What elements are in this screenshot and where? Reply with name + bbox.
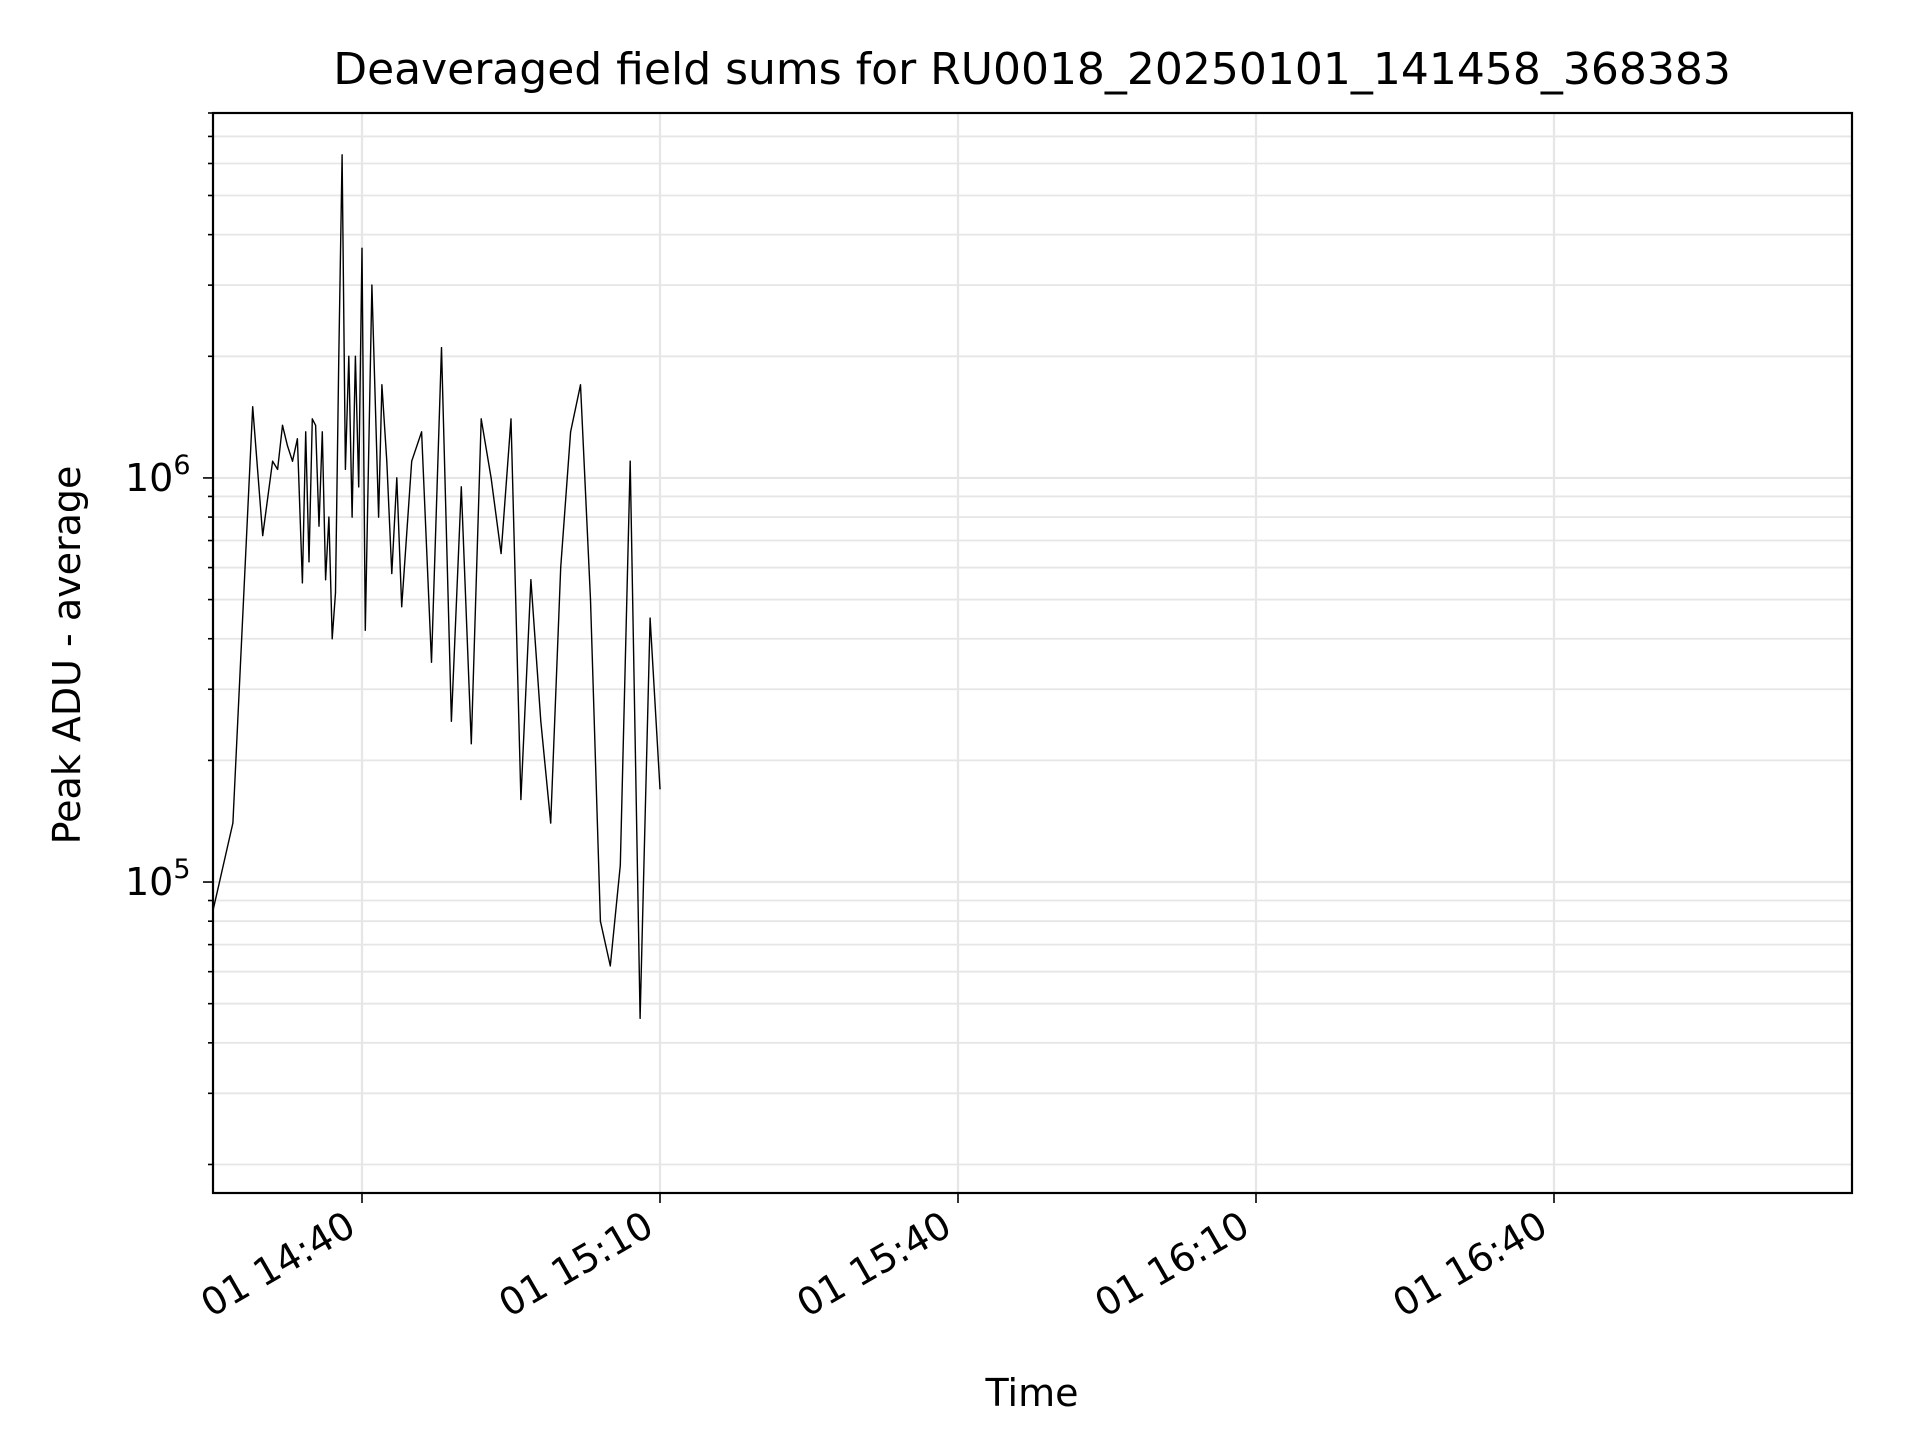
y-tick-label: 106 xyxy=(125,450,191,500)
series-point xyxy=(450,720,452,722)
series-point xyxy=(480,418,482,420)
series-point xyxy=(639,1017,641,1019)
series-point xyxy=(510,418,512,420)
series-point xyxy=(570,431,572,433)
series-point xyxy=(252,406,254,408)
series-point xyxy=(540,720,542,722)
series-point xyxy=(490,477,492,479)
series-point xyxy=(421,431,423,433)
series-point xyxy=(328,516,330,518)
series-point xyxy=(334,592,337,594)
series-point xyxy=(325,579,327,581)
series-point xyxy=(579,384,582,386)
series-point xyxy=(411,460,413,462)
series-point xyxy=(277,468,279,470)
series-point xyxy=(344,468,346,470)
series-point xyxy=(460,486,462,488)
series-point xyxy=(649,617,651,619)
series-layer xyxy=(212,154,661,1019)
series-point xyxy=(296,438,298,440)
series-point xyxy=(550,822,552,824)
series-point xyxy=(371,284,373,286)
series-point xyxy=(629,460,631,462)
series-point xyxy=(599,920,602,922)
series-point xyxy=(308,561,310,563)
series-point xyxy=(272,460,274,462)
series-point xyxy=(500,552,502,555)
series-point xyxy=(396,477,398,479)
series-point xyxy=(321,431,323,433)
chart-title: Deaveraged field sums for RU0018_2025010… xyxy=(333,44,1731,95)
series-point xyxy=(364,629,366,631)
series-point xyxy=(530,579,532,581)
series-point xyxy=(354,355,356,357)
series-point xyxy=(358,486,360,488)
series-point xyxy=(338,355,340,357)
series-point xyxy=(291,460,294,462)
series-point xyxy=(348,355,350,357)
y-tick-label: 105 xyxy=(125,854,191,904)
series-point xyxy=(619,864,621,866)
series-point xyxy=(341,154,343,156)
plot-frame xyxy=(211,111,1854,1195)
x-axis-label: Time xyxy=(985,1371,1079,1415)
series-point xyxy=(659,788,661,790)
series-point xyxy=(386,460,388,462)
series-point xyxy=(401,606,403,608)
series-point xyxy=(262,535,264,537)
series-point xyxy=(520,798,522,801)
series-point xyxy=(560,567,562,569)
series-point xyxy=(391,572,393,575)
series-point xyxy=(430,661,433,663)
series-point xyxy=(381,384,383,386)
series-point xyxy=(286,445,289,447)
series-point xyxy=(378,516,380,518)
series-point xyxy=(331,638,333,640)
series-point xyxy=(609,965,611,967)
series-point xyxy=(315,424,317,426)
series-point xyxy=(301,582,303,584)
series-point xyxy=(470,743,472,745)
series-point xyxy=(311,418,313,420)
series-point xyxy=(305,431,307,433)
series-point xyxy=(232,822,234,824)
series-point xyxy=(351,516,353,518)
series-point xyxy=(281,424,284,426)
series-point xyxy=(440,347,443,349)
y-axis-label: Peak ADU - average xyxy=(45,466,89,845)
series-point xyxy=(589,599,592,601)
series-point xyxy=(318,525,320,527)
series-point xyxy=(361,247,363,249)
